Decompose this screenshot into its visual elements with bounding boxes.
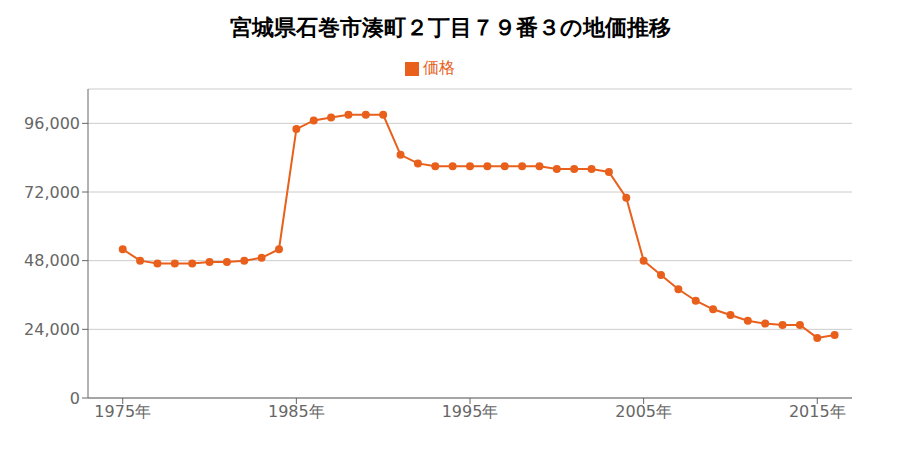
svg-text:0: 0 (70, 389, 80, 408)
svg-text:48,000: 48,000 (24, 251, 80, 270)
svg-text:1995年: 1995年 (442, 402, 499, 421)
svg-text:2015年: 2015年 (789, 402, 846, 421)
html-text:宮城県石巻市湊町２丁目７９番３の地価推移: 宮城県石巻市湊町２丁目７９番３の地価推移 (229, 15, 671, 40)
svg-text:96,000: 96,000 (24, 114, 80, 133)
svg-text:1975年: 1975年 (94, 402, 151, 421)
svg-text:72,000: 72,000 (24, 183, 80, 202)
svg-text:1985年: 1985年 (268, 402, 325, 421)
svg-text:24,000: 24,000 (24, 320, 80, 339)
svg-text:2005年: 2005年 (615, 402, 672, 421)
html-text:価格: 価格 (423, 58, 455, 77)
